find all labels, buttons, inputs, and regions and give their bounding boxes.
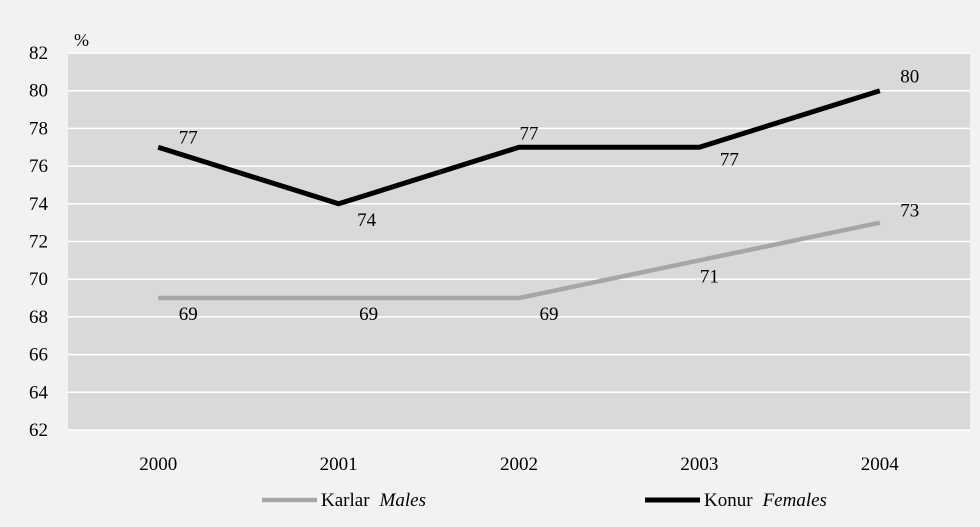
x-tick-label: 2004 bbox=[861, 454, 900, 475]
data-label: 69 bbox=[540, 304, 559, 325]
y-axis-ticks: 62 64 66 68 70 72 74 76 78 80 82 bbox=[29, 43, 49, 441]
y-tick-label: 66 bbox=[29, 345, 48, 366]
x-tick-label: 2001 bbox=[320, 454, 358, 475]
data-label: 77 bbox=[720, 149, 739, 170]
data-label: 69 bbox=[359, 304, 378, 325]
y-tick-label: 76 bbox=[29, 156, 48, 177]
x-tick-label: 2002 bbox=[500, 454, 538, 475]
y-tick-label: 68 bbox=[29, 307, 48, 328]
x-axis-ticks: 2000 2001 2002 2003 2004 bbox=[139, 454, 899, 475]
data-label: 77 bbox=[520, 123, 539, 144]
y-axis-unit-label: % bbox=[74, 30, 89, 50]
series-line-females bbox=[157, 88, 881, 207]
legend-item-males: Karlar Males bbox=[262, 490, 426, 511]
x-tick-label: 2000 bbox=[139, 454, 177, 475]
data-label: 80 bbox=[900, 67, 919, 88]
data-label: 71 bbox=[700, 266, 719, 287]
x-tick-label: 2003 bbox=[680, 454, 718, 475]
legend-label: Karlar Males bbox=[321, 490, 426, 511]
legend-item-females: Konur Females bbox=[645, 490, 827, 511]
y-tick-label: 70 bbox=[29, 269, 48, 290]
data-label: 69 bbox=[179, 304, 198, 325]
series-lines bbox=[157, 88, 881, 301]
y-tick-label: 80 bbox=[29, 81, 48, 102]
y-tick-label: 64 bbox=[29, 382, 49, 403]
y-tick-label: 62 bbox=[29, 420, 48, 441]
y-tick-label: 78 bbox=[29, 118, 48, 139]
data-label: 74 bbox=[357, 210, 377, 231]
data-label: 73 bbox=[900, 201, 919, 222]
y-tick-label: 72 bbox=[29, 232, 48, 253]
data-labels: 69 69 69 71 73 77 74 77 77 80 bbox=[179, 67, 920, 325]
y-tick-label: 74 bbox=[29, 194, 49, 215]
legend: Karlar Males Konur Females bbox=[262, 490, 827, 511]
data-label: 77 bbox=[179, 127, 198, 148]
series-line-males bbox=[158, 220, 881, 301]
y-tick-label: 82 bbox=[29, 43, 48, 64]
legend-label: Konur Females bbox=[704, 490, 827, 511]
